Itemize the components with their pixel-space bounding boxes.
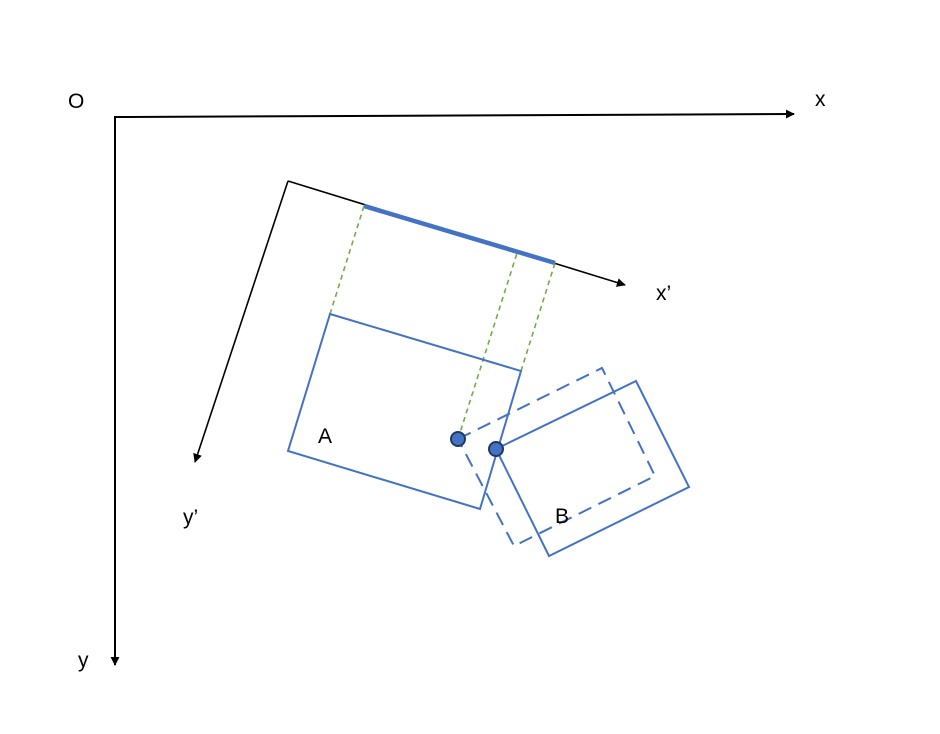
projection-line-3 — [520, 262, 556, 372]
x-axis — [113, 109, 795, 119]
box-a-label: A — [318, 425, 332, 448]
box-b — [494, 379, 691, 558]
y-axis-label: y — [78, 649, 89, 672]
y-prime-axis-label: y’ — [183, 506, 198, 529]
point-dashed-corner — [450, 431, 466, 447]
point-solid-corner — [488, 441, 504, 457]
x-axis-label: x — [815, 88, 826, 111]
x-prime-axis-label: x’ — [656, 282, 671, 305]
projection-line-2 — [457, 249, 519, 440]
box-b-label: B — [555, 505, 569, 528]
projection-line-1 — [329, 205, 365, 315]
y-prime-axis — [193, 180, 289, 463]
projection-segment — [363, 203, 556, 266]
origin-label: O — [68, 90, 84, 113]
box-a — [286, 312, 523, 511]
